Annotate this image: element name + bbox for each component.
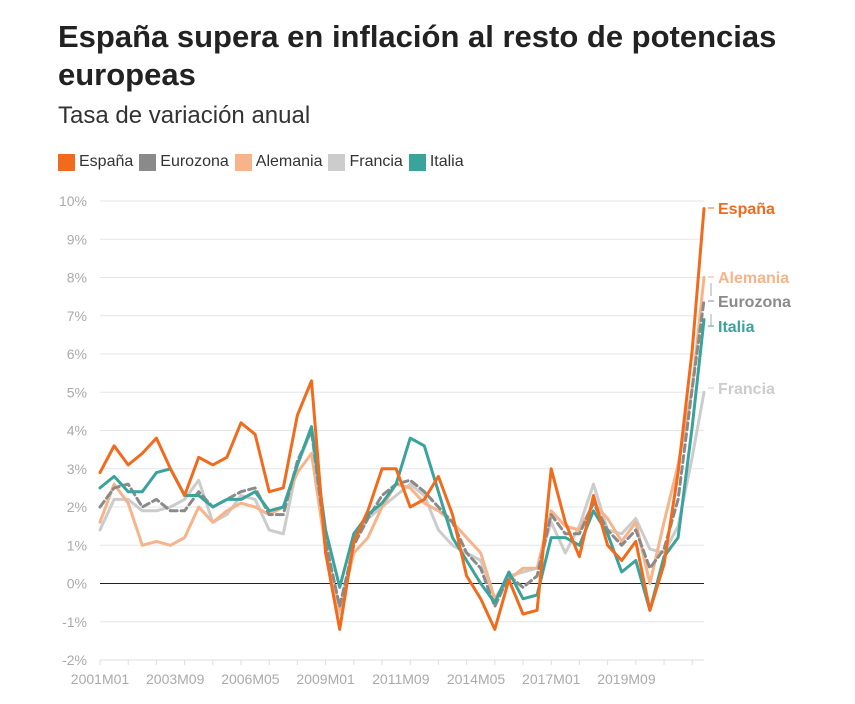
- y-tick-label: 10%: [59, 193, 87, 209]
- y-tick-label: 6%: [67, 346, 87, 362]
- legend-item-francia: Francia: [328, 153, 403, 171]
- legend-label-alemania: Alemania: [255, 153, 323, 170]
- series-line-eurozona: [98, 298, 706, 608]
- x-tick-label: 2011M09: [372, 671, 430, 687]
- legend: España Eurozona Alemania Francia Italia: [58, 153, 470, 171]
- y-tick-label: 7%: [67, 308, 87, 324]
- legend-label-italia: Italia: [429, 153, 464, 170]
- series-line-italia: [98, 318, 706, 612]
- x-tick-label: 2001M01: [71, 671, 130, 687]
- legend-swatch-alemania: [234, 153, 252, 171]
- x-tick-label: 2014M05: [447, 671, 506, 687]
- end-label-italia: Italia: [718, 319, 755, 336]
- y-tick-label: 3%: [67, 461, 87, 477]
- chart-title: España supera en inflación al resto de p…: [58, 19, 777, 92]
- series-line-espana: [98, 207, 706, 631]
- legend-swatch-espana: [58, 153, 75, 171]
- legend-label-eurozona: Eurozona: [160, 153, 229, 170]
- end-label-francia: Francia: [718, 381, 775, 398]
- y-tick-label: 9%: [67, 231, 87, 247]
- legend-item-italia: Italia: [408, 153, 464, 171]
- legend-item-alemania: Alemania: [234, 153, 323, 171]
- legend-item-eurozona: Eurozona: [139, 153, 229, 171]
- chart-subtitle: Tasa de variación anual: [58, 102, 311, 129]
- x-tick-label: 2019M09: [597, 671, 656, 687]
- x-tick-label: 2003M09: [146, 671, 205, 687]
- y-tick-label: 4%: [67, 423, 87, 439]
- end-label-eurozona: Eurozona: [718, 294, 791, 311]
- y-tick-label: -2%: [62, 652, 87, 668]
- legend-label-francia: Francia: [349, 153, 403, 170]
- y-tick-label: 5%: [67, 384, 87, 400]
- y-tick-label: 8%: [67, 270, 87, 286]
- end-label-alemania: Alemania: [718, 270, 789, 287]
- y-tick-label: -1%: [62, 614, 87, 630]
- legend-swatch-italia: [408, 153, 426, 171]
- end-label-espana: España: [718, 201, 775, 218]
- legend-item-espana: España: [58, 153, 133, 171]
- x-tick-label: 2017M01: [522, 671, 581, 687]
- series-line-alemania: [98, 276, 706, 612]
- y-tick-label: 0%: [67, 576, 87, 592]
- x-tick-label: 2006M05: [221, 671, 280, 687]
- legend-swatch-eurozona: [139, 153, 157, 171]
- y-tick-label: 2%: [67, 499, 87, 515]
- legend-label-espana: España: [79, 153, 134, 170]
- legend-swatch-francia: [328, 153, 346, 171]
- y-tick-label: 1%: [67, 537, 87, 553]
- x-tick-label: 2009M01: [296, 671, 355, 687]
